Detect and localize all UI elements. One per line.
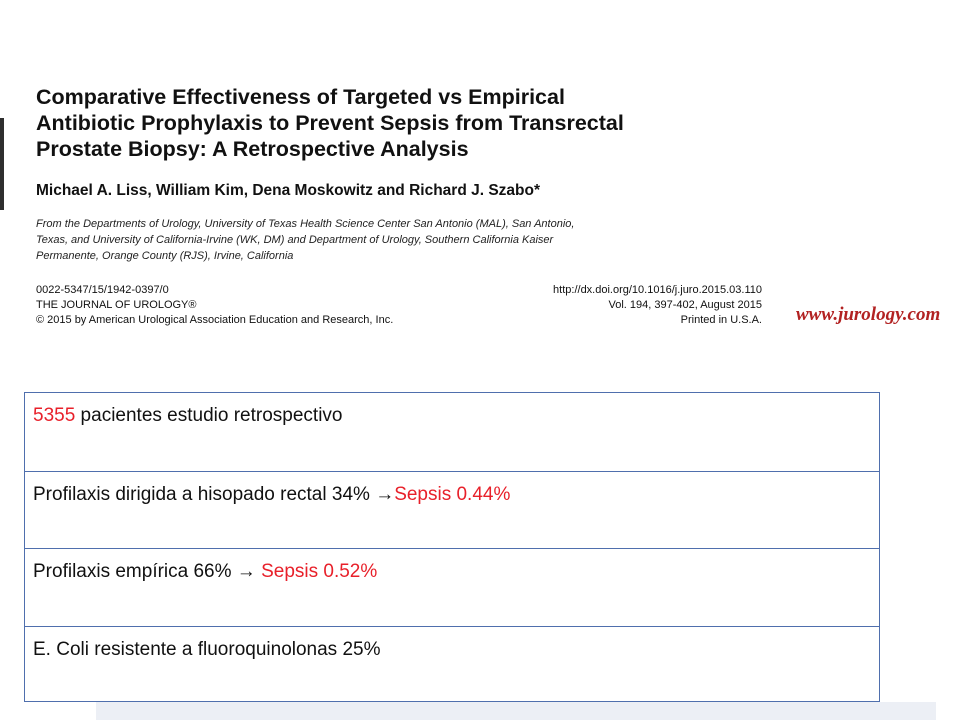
article-title: Comparative Effectiveness of Targeted vs… (36, 84, 736, 162)
article-affiliation: From the Departments of Urology, Univers… (36, 216, 676, 264)
summary-table: 5355 pacientes estudio retrospectivo Pro… (24, 392, 880, 702)
doi-link[interactable]: http://dx.doi.org/10.1016/j.juro.2015.03… (553, 284, 762, 296)
journal-meta: 0022-5347/15/1942-0397/0 THE JOURNAL OF … (36, 283, 393, 328)
summary-row-resistance: E. Coli resistente a fluoroquinolonas 25… (25, 625, 879, 704)
printed-line: Printed in U.S.A. (680, 314, 762, 326)
article-authors: Michael A. Liss, William Kim, Dena Mosko… (36, 182, 541, 199)
targeted-sepsis: Sepsis 0.44% (394, 483, 511, 505)
left-edge-bar (0, 118, 4, 210)
summary-row-targeted: Profilaxis dirigida a hisopado rectal 34… (25, 470, 879, 549)
affiliation-line: Texas, and University of California-Irvi… (36, 234, 554, 246)
patient-count: 5355 (33, 405, 76, 426)
copyright-line: © 2015 by American Urological Associatio… (36, 314, 394, 326)
affiliation-line: From the Departments of Urology, Univers… (36, 218, 575, 230)
summary-row-empirical: Profilaxis empírica 66% → Sepsis 0.52% (25, 548, 879, 626)
publication-meta: http://dx.doi.org/10.1016/j.juro.2015.03… (470, 283, 762, 328)
article-title-line: Comparative Effectiveness of Targeted vs… (36, 85, 565, 109)
arrow-right-icon: → (375, 483, 395, 505)
affiliation-line: Permanente, Orange County (RJS), Irvine,… (36, 250, 294, 262)
article-title-line: Prostate Biopsy: A Retrospective Analysi… (36, 137, 469, 161)
volume-line: Vol. 194, 397-402, August 2015 (608, 299, 762, 311)
resistance-text: E. Coli resistente a fluoroquinolonas 25… (33, 638, 381, 660)
journal-website-link[interactable]: www.jurology.com (796, 304, 941, 325)
journal-name: THE JOURNAL OF UROLOGY® (36, 299, 197, 311)
arrow-right-icon: → (236, 561, 256, 582)
bottom-band (96, 702, 936, 720)
summary-row-patients: 5355 pacientes estudio retrospectivo (25, 393, 879, 471)
article-title-line: Antibiotic Prophylaxis to Prevent Sepsis… (36, 111, 624, 135)
targeted-text: Profilaxis dirigida a hisopado rectal 34… (33, 483, 376, 505)
empirical-sepsis: Sepsis 0.52% (255, 561, 378, 582)
patients-text: pacientes estudio retrospectivo (75, 405, 343, 426)
empirical-text: Profilaxis empírica 66% (33, 561, 237, 582)
issn-line: 0022-5347/15/1942-0397/0 (36, 284, 169, 296)
